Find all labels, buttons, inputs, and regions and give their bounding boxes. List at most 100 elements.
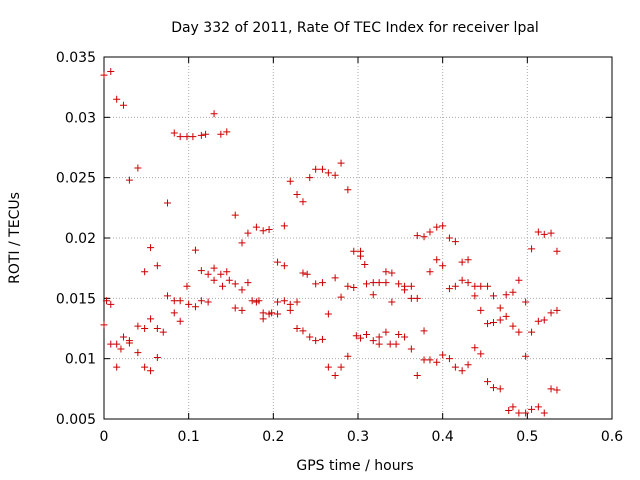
data-point-plus <box>407 282 415 290</box>
data-point-plus <box>225 276 233 284</box>
data-point-plus <box>153 325 161 332</box>
data-point-plus <box>471 292 479 300</box>
data-point-plus <box>382 328 390 336</box>
y-tick-label: 0.025 <box>56 171 96 187</box>
data-point-plus <box>445 234 453 242</box>
data-point-plus <box>197 131 205 139</box>
data-point-plus <box>502 312 510 320</box>
data-point-plus <box>100 71 108 79</box>
data-point-plus <box>357 252 365 260</box>
data-point-plus <box>388 269 396 277</box>
x-tick-label: 0.4 <box>432 429 454 445</box>
data-point-plus <box>183 133 191 141</box>
y-tick-label: 0.015 <box>56 291 96 307</box>
data-point-plus <box>238 239 246 247</box>
data-point-plus <box>113 95 121 103</box>
data-point-plus <box>107 340 115 348</box>
data-point-plus <box>515 328 523 336</box>
data-point-plus <box>464 256 472 264</box>
data-point-plus <box>337 293 345 301</box>
data-point-plus <box>509 288 517 296</box>
data-point-plus <box>238 286 246 294</box>
data-point-plus <box>407 294 415 302</box>
data-point-plus <box>210 276 218 284</box>
data-point-plus <box>286 177 294 185</box>
data-point-plus <box>496 316 504 324</box>
x-tick-label: 0.3 <box>347 429 369 445</box>
data-point-plus <box>458 276 466 284</box>
data-point-plus <box>134 322 142 330</box>
data-point-plus <box>451 238 459 246</box>
data-point-plus <box>159 328 167 336</box>
data-point-plus <box>255 297 263 305</box>
data-point-plus <box>369 337 377 345</box>
data-point-plus <box>331 372 339 380</box>
data-point-plus <box>553 306 561 314</box>
data-point-plus <box>324 169 332 177</box>
data-point-plus <box>502 291 510 299</box>
data-point-plus <box>312 280 320 288</box>
data-point-plus <box>204 270 212 278</box>
data-point-plus <box>170 297 178 305</box>
data-point-plus <box>134 164 142 172</box>
data-point-plus <box>210 110 218 118</box>
data-point-plus <box>433 358 441 366</box>
data-point-plus <box>553 386 561 394</box>
data-point-plus <box>331 171 339 179</box>
y-tick-label: 0.03 <box>65 110 96 126</box>
data-point-plus <box>153 262 161 270</box>
data-point-plus <box>197 297 205 305</box>
data-point-plus <box>547 385 555 393</box>
data-point-plus <box>147 315 155 323</box>
data-point-plus <box>496 304 504 312</box>
data-point-plus <box>413 294 421 302</box>
data-point-plus <box>439 222 447 230</box>
data-point-plus <box>217 130 225 138</box>
data-points <box>100 67 561 417</box>
x-tick-label: 0.5 <box>516 429 538 445</box>
data-point-plus <box>426 356 434 364</box>
data-point-plus <box>505 407 513 415</box>
data-point-plus <box>534 317 542 325</box>
data-point-plus <box>318 279 326 287</box>
data-point-plus <box>547 229 555 237</box>
data-point-plus <box>189 133 197 141</box>
data-point-plus <box>540 409 548 417</box>
data-point-plus <box>306 174 314 182</box>
data-point-plus <box>117 345 125 353</box>
data-point-plus <box>401 286 409 294</box>
data-point-plus <box>392 340 400 348</box>
data-point-plus <box>324 310 332 318</box>
data-point-plus <box>210 264 218 272</box>
data-point-plus <box>191 246 199 254</box>
data-point-plus <box>191 303 199 311</box>
data-point-plus <box>318 335 326 343</box>
data-point-plus <box>280 262 288 270</box>
data-point-plus <box>248 297 256 305</box>
data-point-plus <box>274 298 282 306</box>
data-point-plus <box>522 352 530 360</box>
data-point-plus <box>362 331 370 339</box>
data-point-plus <box>489 318 497 326</box>
data-point-plus <box>265 226 273 234</box>
data-point-plus <box>280 222 288 230</box>
data-point-plus <box>509 403 517 411</box>
data-point-plus <box>528 245 536 253</box>
data-point-plus <box>299 198 307 206</box>
data-point-plus <box>489 384 497 392</box>
data-point-plus <box>509 322 517 330</box>
data-point-plus <box>484 282 492 290</box>
data-point-plus <box>388 298 396 306</box>
data-point-plus <box>451 363 459 371</box>
data-point-plus <box>119 333 127 341</box>
data-point-plus <box>125 176 133 184</box>
data-point-plus <box>528 328 536 336</box>
data-point-plus <box>471 282 479 290</box>
data-point-plus <box>375 333 383 341</box>
data-point-plus <box>293 298 301 306</box>
data-point-plus <box>244 229 252 237</box>
data-point-plus <box>231 280 239 288</box>
data-point-plus <box>413 232 421 240</box>
data-point-plus <box>528 405 536 413</box>
data-point-plus <box>293 325 301 332</box>
